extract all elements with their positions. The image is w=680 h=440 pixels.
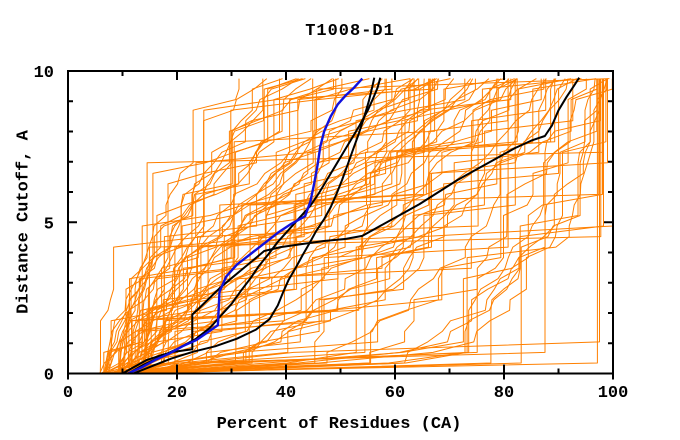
ensemble-curve — [124, 78, 545, 374]
ensemble-curve — [126, 78, 437, 374]
series-highlight-black-2 — [127, 77, 382, 374]
ensemble-curve — [141, 78, 574, 374]
series-reference-blue — [127, 77, 364, 374]
ensemble-curve — [138, 78, 608, 374]
ensemble-curve — [108, 78, 557, 374]
ensemble-curve — [99, 78, 439, 374]
ensemble-curve — [105, 78, 434, 374]
ensemble-curve — [112, 78, 569, 374]
ensemble-curve — [131, 78, 582, 374]
ensemble-curve — [147, 78, 537, 374]
model-curves — [99, 77, 613, 374]
ensemble-curve — [117, 78, 440, 374]
ensemble-curve — [117, 78, 608, 374]
ensemble-curve — [143, 78, 603, 374]
x-tick-label: 40 — [276, 384, 296, 403]
ensemble-curve — [121, 78, 303, 374]
ensemble-curve — [114, 78, 411, 374]
x-axis-title: Percent of Residues (CA) — [216, 415, 462, 434]
ensemble-curve — [108, 78, 451, 374]
ensemble-curve — [127, 78, 393, 374]
y-tick-label: 5 — [44, 215, 54, 234]
ensemble-curve — [141, 78, 334, 374]
tick-labels: 0 20 40 60 80 100 0 5 10 — [34, 64, 629, 403]
chart-title: T1008-D1 — [305, 22, 395, 41]
ensemble-curve — [121, 78, 314, 374]
ensemble-curve — [146, 78, 547, 374]
x-tick-label: 80 — [494, 384, 514, 403]
ensemble-curve — [141, 78, 502, 374]
series-highlight-black-3 — [133, 77, 376, 374]
ensemble-curve — [118, 78, 306, 374]
ensemble-curve — [111, 78, 598, 374]
ensemble-curve — [135, 78, 608, 374]
ensemble-curve — [138, 78, 613, 374]
ensemble-curve — [106, 78, 297, 374]
ensemble-curve — [128, 78, 598, 374]
ensemble-curve — [125, 78, 600, 374]
ensemble-curve — [101, 78, 597, 374]
ensemble-curve — [110, 78, 466, 374]
ensemble-curve — [112, 78, 587, 374]
x-tick-label: 60 — [385, 384, 405, 403]
x-tick-label: 20 — [167, 384, 187, 403]
ensemble-curve — [110, 78, 604, 374]
ensemble-curve — [103, 78, 280, 374]
ensemble-curve — [102, 78, 598, 374]
ensemble-curve — [122, 78, 498, 374]
ensemble-curve — [131, 78, 600, 374]
x-tick-label: 0 — [63, 384, 73, 403]
ensemble-curve — [139, 78, 608, 374]
ensemble-curve — [129, 78, 509, 374]
ensemble-curve — [118, 78, 518, 374]
ensemble-curve — [123, 78, 419, 374]
ensemble-curve — [107, 78, 476, 374]
ensemble-curve — [137, 78, 607, 374]
ensemble-curve — [141, 78, 512, 374]
ensemble-curve — [105, 78, 515, 374]
series-highlight-black-long — [122, 77, 581, 374]
ensemble-curve — [117, 78, 518, 374]
ensemble-curve — [101, 78, 506, 374]
y-tick-label: 10 — [34, 64, 54, 83]
ensemble-curve — [104, 78, 566, 374]
ensemble-curve — [105, 78, 542, 374]
y-tick-label: 0 — [44, 367, 54, 386]
ensemble-curve — [103, 78, 556, 374]
x-tick-label: 100 — [598, 384, 629, 403]
axes-frame — [67, 70, 614, 380]
ensemble-curve — [144, 78, 264, 374]
ensemble-curve — [102, 78, 510, 374]
y-axis-title: Distance Cutoff, A — [14, 130, 34, 314]
ensemble-curve — [120, 78, 432, 374]
